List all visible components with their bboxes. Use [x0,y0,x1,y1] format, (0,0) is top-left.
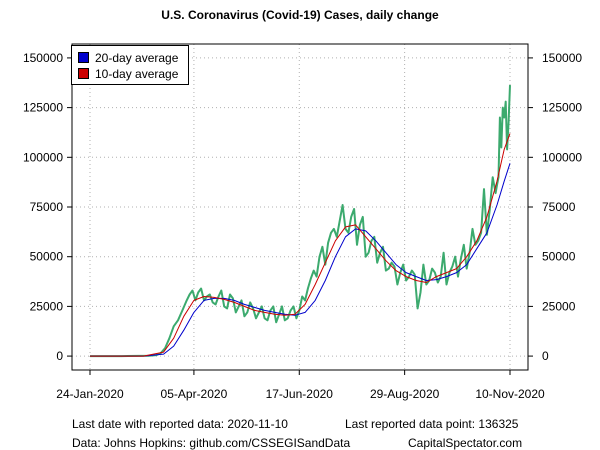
y-tick-label-right: 0 [542,349,549,363]
footer-brand: CapitalSpectator.com [408,436,523,450]
legend-swatch-20-day [78,52,89,63]
legend-swatch-10-day [78,68,89,79]
x-axis: 24-Jan-2020 05-Apr-2020 17-Jun-2020 29-Aug-… [56,370,545,401]
footer-last-point: Last reported data point: 136325 [345,417,519,431]
legend-item-20-day: 20-day average [78,51,178,65]
y-tick-label-right: 125000 [542,101,582,115]
series-line-10-day-average [90,133,511,357]
x-tick-label: 10-Nov-2020 [475,387,545,401]
y-tick-label-right: 50000 [542,250,576,264]
y-tick-label-right: 75000 [542,200,576,214]
x-tick-label: 24-Jan-2020 [56,387,124,401]
series-line-20-day-average [90,163,511,357]
y-tick-label-left: 0 [56,349,63,363]
x-tick-label: 17-Jun-2020 [266,387,334,401]
chart-title: U.S. Coronavirus (Covid-19) Cases, daily… [161,8,439,22]
y-tick-label-right: 100000 [542,150,582,164]
footer-source: Data: Johns Hopkins: github.com/CSSEGISa… [72,436,351,450]
y-tick-label-right: 25000 [542,299,576,313]
y-axis-left: 0 25000 50000 75000 100000 125000 150000 [23,51,72,363]
legend-label-20-day: 20-day average [95,51,179,65]
y-tick-label-left: 25000 [30,299,64,313]
series-lines [90,85,511,358]
y-tick-label-left: 75000 [30,200,64,214]
x-tick-label: 05-Apr-2020 [161,387,228,401]
y-tick-label-right: 150000 [542,51,582,65]
y-tick-label-left: 125000 [23,101,63,115]
y-tick-label-left: 50000 [30,250,64,264]
grid-lines [72,44,528,370]
x-tick-label: 29-Aug-2020 [370,387,440,401]
legend: 20-day average 10-day average [71,45,189,85]
y-tick-label-left: 100000 [23,150,63,164]
y-tick-label-left: 150000 [23,51,63,65]
footer-last-date: Last date with reported data: 2020-11-10 [72,417,288,431]
y-axis-right: 0 25000 50000 75000 100000 125000 150000 [528,51,582,363]
legend-label-10-day: 10-day average [95,67,179,81]
series-line-daily-change [90,85,511,358]
legend-item-10-day: 10-day average [78,67,178,81]
